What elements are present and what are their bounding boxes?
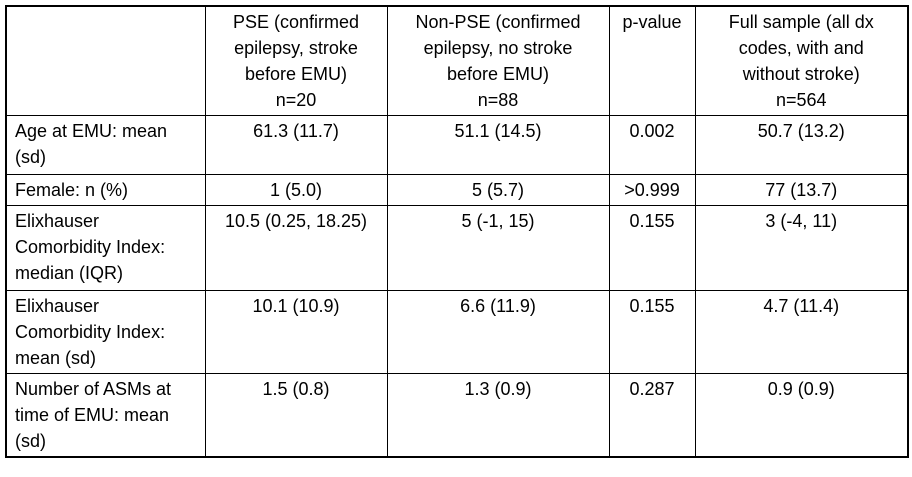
- cell-full-sample: 50.7 (13.2): [694, 115, 909, 175]
- cell-non-pse: 5 (-1, 15): [386, 205, 610, 291]
- cell-full-sample: 4.7 (11.4): [694, 290, 909, 374]
- cohort-comparison-table: PSE (confirmed epilepsy, stroke before E…: [5, 5, 909, 458]
- table-row-age-at-emu: Age at EMU: mean (sd) 61.3 (11.7) 51.1 (…: [5, 115, 909, 175]
- cell-pse: 1.5 (0.8): [204, 373, 388, 458]
- cell-pse: 61.3 (11.7): [204, 115, 388, 175]
- cell-full-sample: 3 (-4, 11): [694, 205, 909, 291]
- row-label: Elixhauser Comorbidity Index: mean (sd): [5, 290, 206, 374]
- table-row-female: Female: n (%) 1 (5.0) 5 (5.7) >0.999 77 …: [5, 174, 909, 206]
- cell-p-value: 0.002: [608, 115, 696, 175]
- cell-full-sample: 77 (13.7): [694, 174, 909, 206]
- header-p-value-column: p-value: [608, 5, 696, 116]
- cell-non-pse: 51.1 (14.5): [386, 115, 610, 175]
- row-label: Elixhauser Comorbidity Index: median (IQ…: [5, 205, 206, 291]
- header-row: PSE (confirmed epilepsy, stroke before E…: [5, 5, 909, 116]
- header-pse-column: PSE (confirmed epilepsy, stroke before E…: [204, 5, 388, 116]
- header-empty-cell: [5, 5, 206, 116]
- row-label: Age at EMU: mean (sd): [5, 115, 206, 175]
- cell-full-sample: 0.9 (0.9): [694, 373, 909, 458]
- table-row-number-of-asms: Number of ASMs at time of EMU: mean (sd)…: [5, 373, 909, 458]
- cell-p-value: >0.999: [608, 174, 696, 206]
- cell-pse: 1 (5.0): [204, 174, 388, 206]
- cell-p-value: 0.287: [608, 373, 696, 458]
- table-row-elixhauser-median: Elixhauser Comorbidity Index: median (IQ…: [5, 205, 909, 291]
- cell-non-pse: 5 (5.7): [386, 174, 610, 206]
- cell-pse: 10.1 (10.9): [204, 290, 388, 374]
- cell-p-value: 0.155: [608, 290, 696, 374]
- cell-p-value: 0.155: [608, 205, 696, 291]
- cell-non-pse: 6.6 (11.9): [386, 290, 610, 374]
- header-full-sample-column: Full sample (all dx codes, with and with…: [694, 5, 909, 116]
- row-label: Female: n (%): [5, 174, 206, 206]
- cell-non-pse: 1.3 (0.9): [386, 373, 610, 458]
- cell-pse: 10.5 (0.25, 18.25): [204, 205, 388, 291]
- table-row-elixhauser-mean: Elixhauser Comorbidity Index: mean (sd) …: [5, 290, 909, 374]
- header-non-pse-column: Non-PSE (confirmed epilepsy, no stroke b…: [386, 5, 610, 116]
- row-label: Number of ASMs at time of EMU: mean (sd): [5, 373, 206, 458]
